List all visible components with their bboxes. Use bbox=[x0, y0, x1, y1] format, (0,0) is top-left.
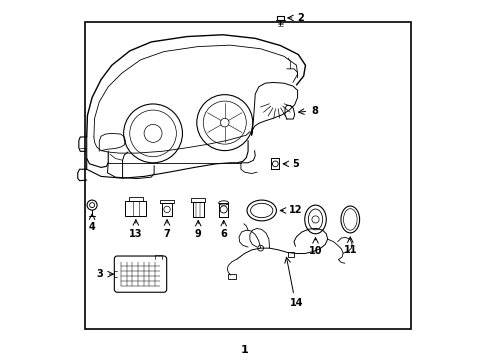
Text: 4: 4 bbox=[88, 222, 95, 232]
Text: 7: 7 bbox=[163, 229, 170, 239]
Text: 9: 9 bbox=[194, 229, 201, 239]
Text: 8: 8 bbox=[310, 106, 317, 116]
Text: 1: 1 bbox=[240, 345, 248, 355]
Text: 3: 3 bbox=[97, 269, 103, 279]
Bar bbox=[85, 22, 410, 329]
Text: 10: 10 bbox=[308, 246, 322, 256]
Text: 5: 5 bbox=[292, 159, 298, 169]
Bar bbox=[287, 252, 293, 257]
Text: 12: 12 bbox=[288, 206, 302, 216]
Text: 2: 2 bbox=[297, 13, 304, 23]
Bar bbox=[125, 201, 146, 216]
Text: 14: 14 bbox=[289, 298, 303, 309]
Text: 13: 13 bbox=[129, 229, 142, 239]
Text: 11: 11 bbox=[343, 245, 356, 255]
Text: 6: 6 bbox=[220, 229, 226, 239]
Bar bbox=[227, 274, 235, 279]
